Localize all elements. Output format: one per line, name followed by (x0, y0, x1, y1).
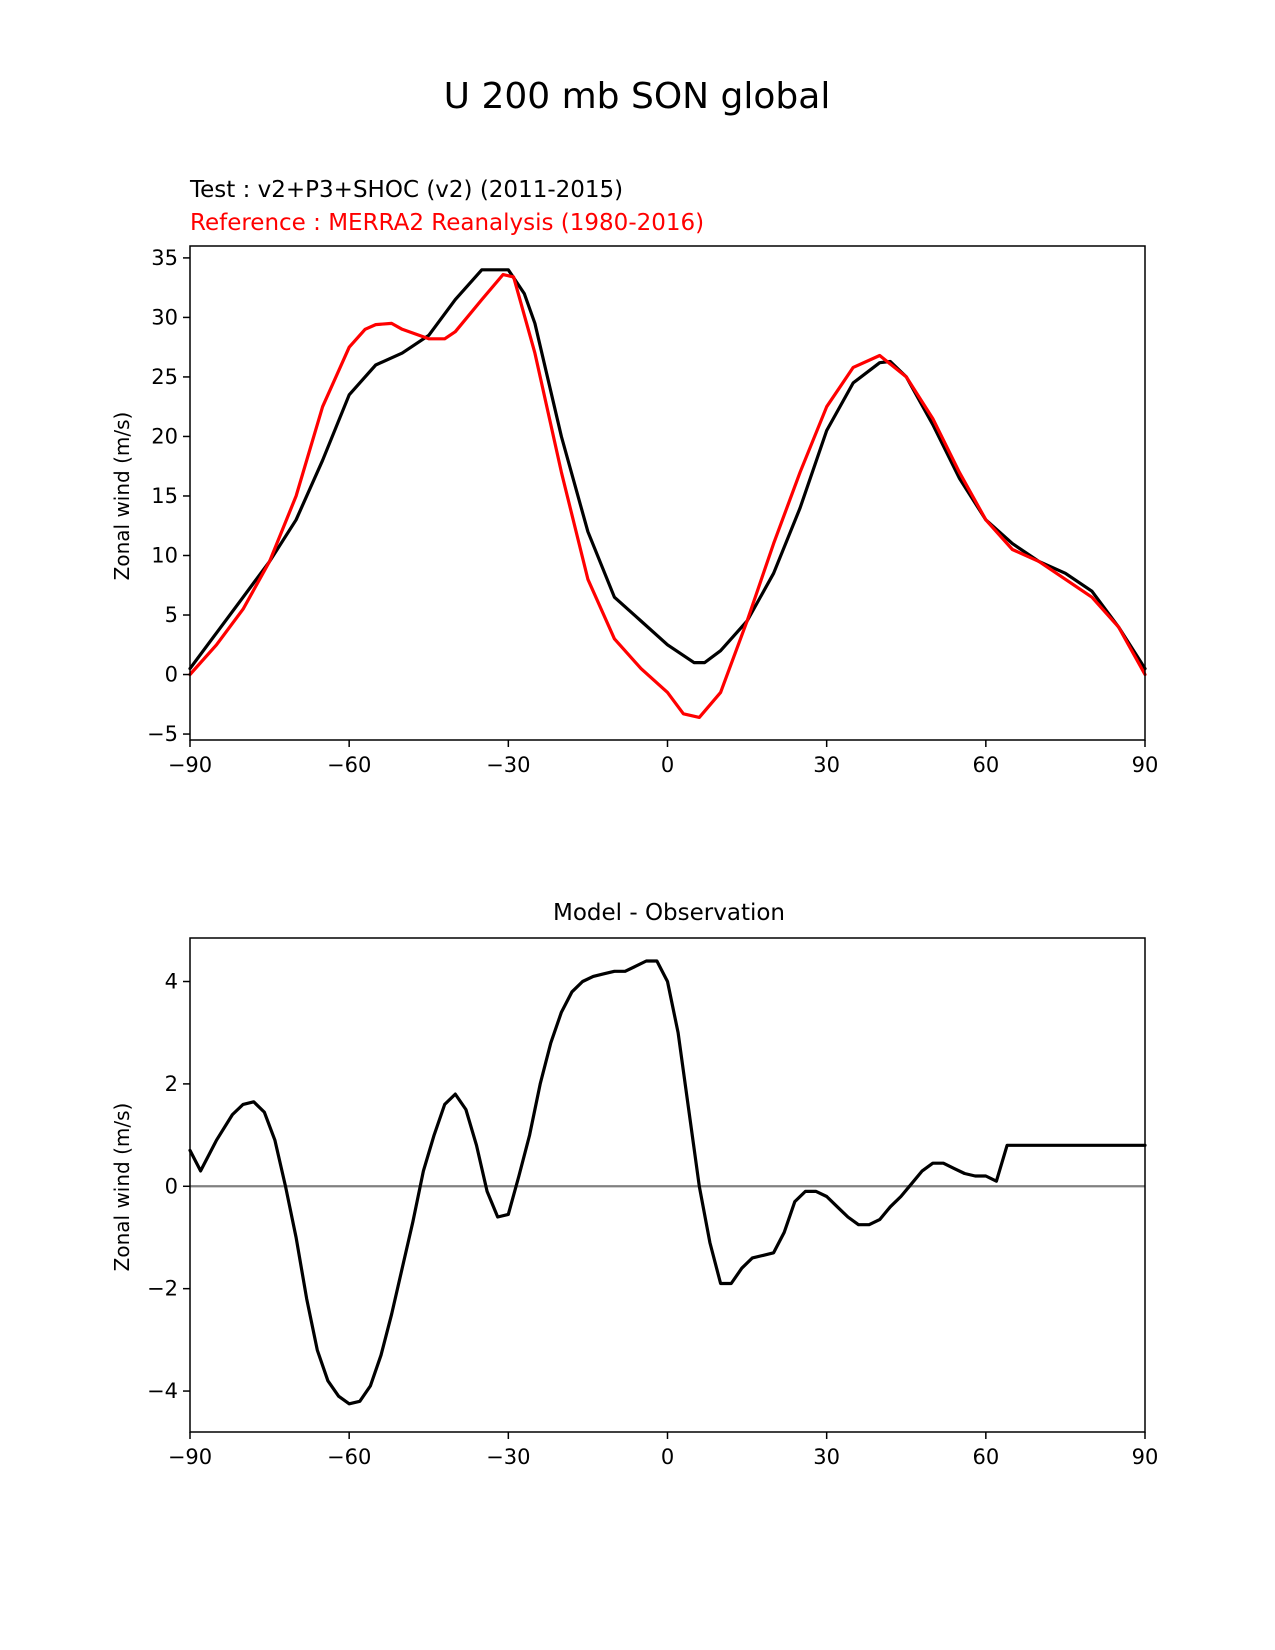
y-tick-label: 5 (165, 603, 178, 627)
series-line-reference (188, 273, 1147, 720)
plot-frame (189, 937, 1146, 1433)
plot-frame (189, 245, 1146, 741)
y-tick-label: 4 (165, 970, 178, 994)
y-tick-label: −5 (147, 722, 178, 746)
x-tick-label: −90 (168, 1445, 212, 1469)
y-tick-label: −4 (147, 1379, 178, 1403)
series-line-difference (188, 959, 1147, 1406)
figure-title: U 200 mb SON global (444, 76, 831, 117)
y-tick-label: 10 (151, 543, 178, 567)
y-tick-label: 35 (151, 246, 178, 270)
reference-case-label: Reference : MERRA2 Reanalysis (1980-2016… (190, 210, 704, 236)
y-tick-label: 25 (151, 365, 178, 389)
x-tick-label: 30 (813, 753, 840, 777)
x-tick-label: 60 (972, 753, 999, 777)
x-tick-label: −30 (486, 753, 530, 777)
y-tick-label: 30 (151, 305, 178, 329)
test-case-label: Test : v2+P3+SHOC (v2) (2011-2015) (189, 177, 623, 203)
x-tick-label: −60 (327, 1445, 371, 1469)
x-tick-label: 30 (813, 1445, 840, 1469)
y-tick-label: 15 (151, 484, 178, 508)
x-tick-label: −30 (486, 1445, 530, 1469)
bottom-chart-panel: Model - Observation Zonal wind (m/s) −90… (110, 900, 1158, 1469)
y-tick-label: 20 (151, 424, 178, 448)
y-tick-label: −2 (147, 1277, 178, 1301)
x-tick-label: 90 (1132, 753, 1159, 777)
difference-plot-title: Model - Observation (553, 900, 785, 926)
y-tick-label: 0 (165, 663, 178, 687)
x-tick-label: −90 (168, 753, 212, 777)
series-line-test (188, 268, 1147, 671)
bottom-y-axis-label: Zonal wind (m/s) (110, 1103, 134, 1272)
top-chart-panel: Test : v2+P3+SHOC (v2) (2011-2015) Refer… (110, 177, 1158, 777)
x-tick-label: −60 (327, 753, 371, 777)
x-tick-label: 0 (661, 1445, 674, 1469)
x-tick-label: 60 (972, 1445, 999, 1469)
x-tick-label: 0 (661, 753, 674, 777)
y-tick-label: 2 (165, 1072, 178, 1096)
x-tick-label: 90 (1132, 1445, 1159, 1469)
top-y-axis-label: Zonal wind (m/s) (110, 412, 134, 581)
y-tick-label: 0 (165, 1174, 178, 1198)
